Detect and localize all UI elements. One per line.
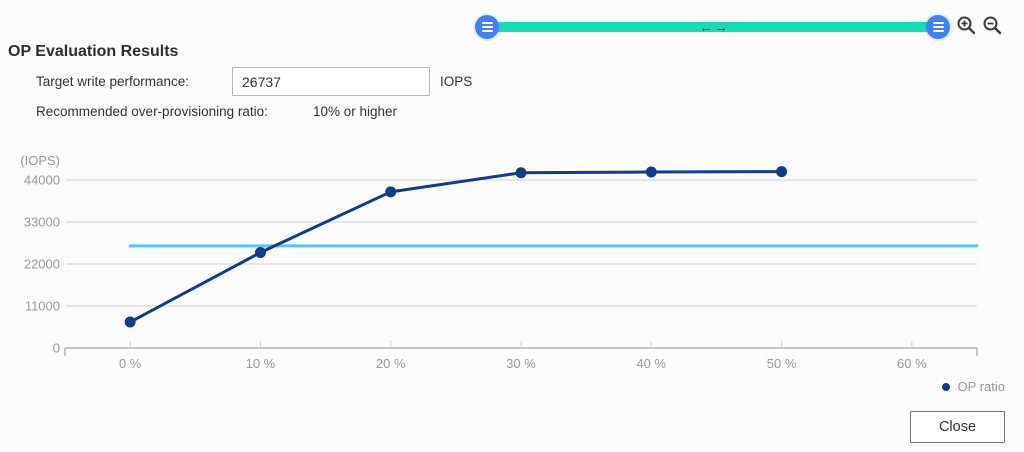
legend-dot-icon (941, 382, 950, 391)
page-title: OP Evaluation Results (8, 43, 179, 60)
svg-text:60 %: 60 % (897, 356, 927, 371)
magnifier-minus-icon (982, 15, 1003, 39)
range-slider-pan-handle[interactable]: ←→ (694, 17, 734, 37)
zoom-out-button[interactable] (980, 15, 1004, 39)
svg-text:20 %: 20 % (376, 356, 406, 371)
svg-text:0 %: 0 % (119, 356, 142, 371)
svg-text:10 %: 10 % (246, 356, 276, 371)
close-button[interactable]: Close (910, 411, 1005, 443)
svg-text:44000: 44000 (24, 173, 60, 188)
legend-item-op-ratio[interactable]: OP ratio (941, 379, 1005, 394)
recommended-op-ratio-label: Recommended over-provisioning ratio: (36, 104, 268, 119)
target-write-performance-label: Target write performance: (36, 74, 190, 89)
left-right-arrows-icon: ←→ (699, 19, 729, 35)
magnifier-plus-icon (956, 15, 977, 39)
svg-text:11000: 11000 (25, 299, 60, 314)
zoom-in-button[interactable] (954, 15, 978, 39)
recommended-op-ratio-value: 10% or higher (313, 104, 398, 119)
hamburger-lines-icon (932, 26, 944, 28)
svg-text:(IOPS): (IOPS) (20, 153, 60, 168)
target-write-performance-input[interactable] (232, 67, 430, 96)
op-ratio-chart: 0 11000 22000 33000 44000 (IOPS) 0 % 10 % 20 % 30… (0, 140, 1024, 385)
hamburger-lines-icon (481, 26, 493, 28)
legend-label: OP ratio (957, 379, 1005, 394)
range-slider-left-handle[interactable] (475, 15, 499, 39)
chart-range-slider-track[interactable] (487, 22, 938, 32)
svg-text:40 %: 40 % (636, 356, 666, 371)
svg-text:22000: 22000 (24, 257, 60, 272)
iops-unit-label: IOPS (440, 74, 473, 89)
svg-text:30 %: 30 % (506, 356, 536, 371)
svg-text:0: 0 (53, 341, 60, 356)
svg-text:33000: 33000 (24, 215, 60, 230)
svg-text:50 %: 50 % (767, 356, 797, 371)
range-slider-right-handle[interactable] (926, 15, 950, 39)
